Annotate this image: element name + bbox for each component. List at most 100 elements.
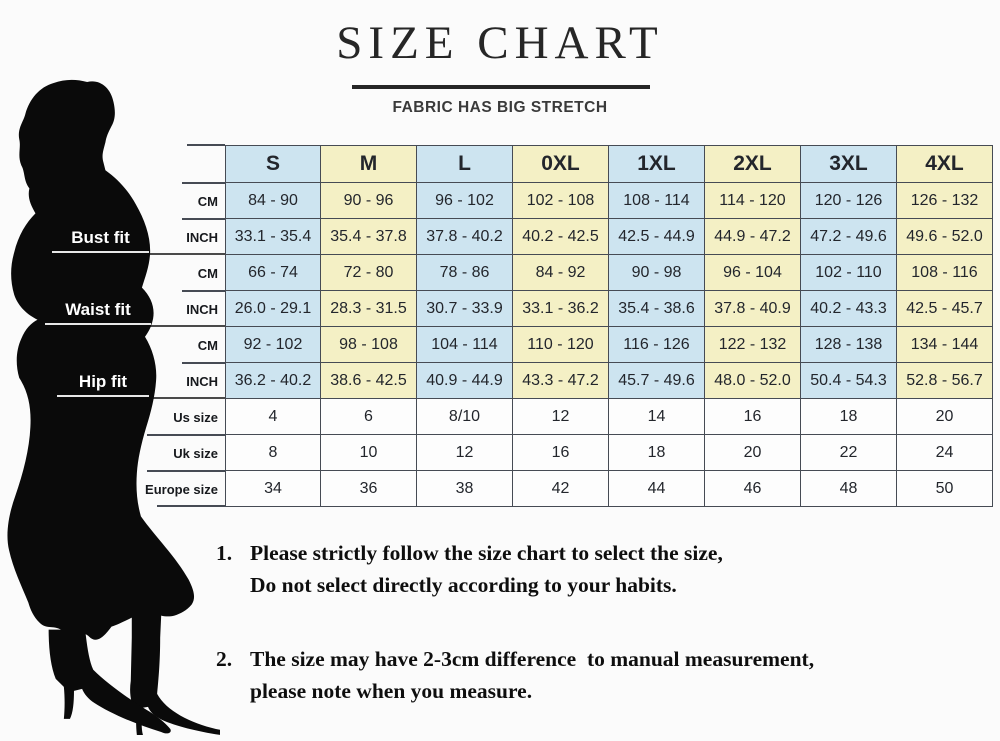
hip-indicator-line xyxy=(148,397,231,399)
page-title: SIZE CHART xyxy=(336,17,664,69)
row-label: Europe size xyxy=(145,470,225,507)
bust-indicator-line xyxy=(147,253,231,255)
table-cell: 33.1 - 35.4 xyxy=(225,219,321,255)
table-cell: 18 xyxy=(801,399,897,435)
row-label: Uk size xyxy=(147,434,225,471)
corner-label-cell xyxy=(161,144,225,183)
table-cell: 20 xyxy=(705,435,801,471)
table-cell: 43.3 - 47.2 xyxy=(513,363,609,399)
table-cell: 8/10 xyxy=(417,399,513,435)
table-cell: 98 - 108 xyxy=(321,327,417,363)
row-label: INCH xyxy=(161,290,225,327)
table-cell: 84 - 92 xyxy=(513,255,609,291)
column-header: S xyxy=(225,145,321,183)
table-cell: 6 xyxy=(321,399,417,435)
table-cell: 90 - 98 xyxy=(609,255,705,291)
row-label: Us size xyxy=(173,409,218,425)
table-cell: 30.7 - 33.9 xyxy=(417,291,513,327)
note-text: The size may have 2-3cm difference to ma… xyxy=(250,643,814,707)
table-cell: 33.1 - 36.2 xyxy=(513,291,609,327)
table-cell: 12 xyxy=(417,435,513,471)
row-label: CM xyxy=(161,182,225,219)
table-cell: 52.8 - 56.7 xyxy=(897,363,993,399)
table-cell: 42.5 - 44.9 xyxy=(609,219,705,255)
table-cell: 78 - 86 xyxy=(417,255,513,291)
waist-indicator-line xyxy=(150,325,231,327)
table-cell: 44.9 - 47.2 xyxy=(705,219,801,255)
table-cell: 122 - 132 xyxy=(705,327,801,363)
table-cell: 120 - 126 xyxy=(801,183,897,219)
row-label: INCH xyxy=(161,218,225,255)
note-line: The size may have 2-3cm difference to ma… xyxy=(250,647,815,671)
table-cell: 36 xyxy=(321,471,417,507)
table-cell: 102 - 108 xyxy=(513,183,609,219)
table-cell: 42 xyxy=(513,471,609,507)
column-header: 4XL xyxy=(897,145,993,183)
table-cell: 102 - 110 xyxy=(801,255,897,291)
column-header: L xyxy=(417,145,513,183)
table-cell: 36.2 - 40.2 xyxy=(225,363,321,399)
note-item: 2. The size may have 2-3cm difference to … xyxy=(216,643,814,707)
table-cell: 24 xyxy=(897,435,993,471)
table-cell: 108 - 116 xyxy=(897,255,993,291)
table-cell: 37.8 - 40.2 xyxy=(417,219,513,255)
size-table: S M L 0XL 1XL 2XL 3XL 4XL CM 84 - 90 90 - 96 96 - 1… xyxy=(145,144,993,507)
table-cell: 16 xyxy=(705,399,801,435)
table-cell: 40.9 - 44.9 xyxy=(417,363,513,399)
table-cell: 12 xyxy=(513,399,609,435)
table-cell: 14 xyxy=(609,399,705,435)
table-cell: 116 - 126 xyxy=(609,327,705,363)
row-label: CM xyxy=(197,265,218,281)
table-cell: 104 - 114 xyxy=(417,327,513,363)
table-cell: 4 xyxy=(225,399,321,435)
bust-fit-label: Bust fit xyxy=(52,228,149,253)
table-cell: 90 - 96 xyxy=(321,183,417,219)
table-cell: 114 - 120 xyxy=(705,183,801,219)
note-text: Please strictly follow the size chart to… xyxy=(250,537,814,601)
table-cell: 28.3 - 31.5 xyxy=(321,291,417,327)
table-cell: 110 - 120 xyxy=(513,327,609,363)
column-header: 3XL xyxy=(801,145,897,183)
table-cell: 22 xyxy=(801,435,897,471)
woman-silhouette xyxy=(7,79,220,735)
column-header: 1XL xyxy=(609,145,705,183)
table-cell: 96 - 104 xyxy=(705,255,801,291)
table-cell: 50 xyxy=(897,471,993,507)
table-cell: 20 xyxy=(897,399,993,435)
table-cell: 34 xyxy=(225,471,321,507)
table-cell: 96 - 102 xyxy=(417,183,513,219)
table-cell: 40.2 - 43.3 xyxy=(801,291,897,327)
table-cell: 18 xyxy=(609,435,705,471)
table-cell: 45.7 - 49.6 xyxy=(609,363,705,399)
note-number: 1. xyxy=(216,541,233,565)
table-cell: 48.0 - 52.0 xyxy=(705,363,801,399)
table-cell: 92 - 102 xyxy=(225,327,321,363)
note-line: Please strictly follow the size chart to… xyxy=(250,541,723,565)
title-underline xyxy=(352,85,650,89)
table-cell: 16 xyxy=(513,435,609,471)
table-cell: 26.0 - 29.1 xyxy=(225,291,321,327)
column-header: M xyxy=(321,145,417,183)
table-cell: 38 xyxy=(417,471,513,507)
table-cell: 42.5 - 45.7 xyxy=(897,291,993,327)
table-cell: 126 - 132 xyxy=(897,183,993,219)
table-cell: 134 - 144 xyxy=(897,327,993,363)
column-header: 2XL xyxy=(705,145,801,183)
table-cell: 35.4 - 38.6 xyxy=(609,291,705,327)
table-cell: 66 - 74 xyxy=(225,255,321,291)
notes-list: 1. Please strictly follow the size chart … xyxy=(216,537,814,741)
table-cell: 37.8 - 40.9 xyxy=(705,291,801,327)
table-cell: 40.2 - 42.5 xyxy=(513,219,609,255)
note-number: 2. xyxy=(216,647,233,671)
table-cell: 38.6 - 42.5 xyxy=(321,363,417,399)
table-cell: 46 xyxy=(705,471,801,507)
table-cell: 35.4 - 37.8 xyxy=(321,219,417,255)
table-cell: 72 - 80 xyxy=(321,255,417,291)
hip-fit-label: Hip fit xyxy=(57,372,149,397)
table-cell: 8 xyxy=(225,435,321,471)
note-line: Do not select directly according to your… xyxy=(250,573,677,597)
row-label: INCH xyxy=(161,362,225,399)
table-cell: 50.4 - 54.3 xyxy=(801,363,897,399)
column-header: 0XL xyxy=(513,145,609,183)
